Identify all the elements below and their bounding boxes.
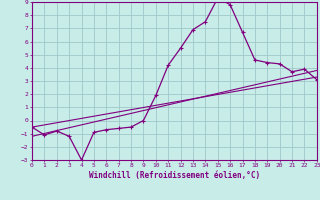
X-axis label: Windchill (Refroidissement éolien,°C): Windchill (Refroidissement éolien,°C) [89, 171, 260, 180]
